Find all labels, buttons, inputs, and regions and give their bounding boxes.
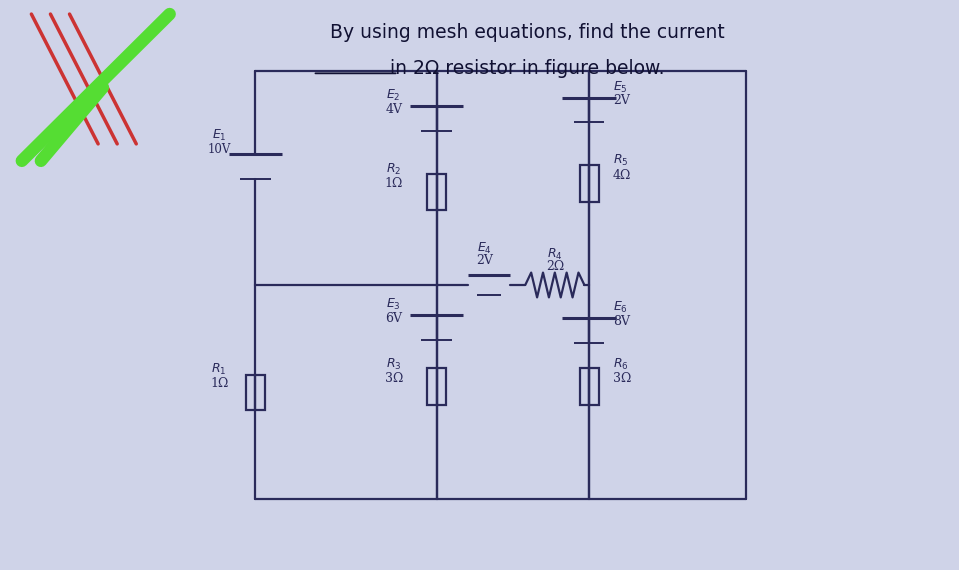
Text: 1Ω: 1Ω <box>210 377 228 390</box>
Text: $R_6$: $R_6$ <box>613 356 629 372</box>
Bar <box>427 173 446 210</box>
Text: $R_5$: $R_5$ <box>613 153 628 168</box>
Text: $E_2$: $E_2$ <box>386 88 401 104</box>
Text: By using mesh equations, find the current: By using mesh equations, find the curren… <box>330 23 725 42</box>
Text: 1Ω: 1Ω <box>385 177 403 190</box>
Text: $R_4$: $R_4$ <box>547 246 563 262</box>
Text: 10V: 10V <box>207 143 231 156</box>
Text: 4Ω: 4Ω <box>613 169 631 182</box>
Text: $R_2$: $R_2$ <box>386 162 401 177</box>
Bar <box>427 368 446 405</box>
Text: $E_1$: $E_1$ <box>212 128 226 143</box>
Text: 3Ω: 3Ω <box>385 372 403 385</box>
Text: in 2Ω resistor in figure below.: in 2Ω resistor in figure below. <box>390 59 665 78</box>
Text: $R_3$: $R_3$ <box>386 356 402 372</box>
Text: 8V: 8V <box>613 315 630 328</box>
Text: 3Ω: 3Ω <box>613 372 631 385</box>
Text: $R_1$: $R_1$ <box>212 362 227 377</box>
Bar <box>579 165 598 202</box>
Text: $E_4$: $E_4$ <box>477 241 492 256</box>
Text: $E_6$: $E_6$ <box>613 300 628 315</box>
Bar <box>579 368 598 405</box>
Text: 2Ω: 2Ω <box>546 260 564 273</box>
Text: 2V: 2V <box>613 95 630 108</box>
Bar <box>246 374 265 410</box>
Text: 6V: 6V <box>386 312 402 325</box>
Text: 2V: 2V <box>476 254 493 267</box>
Text: $E_5$: $E_5$ <box>613 80 628 95</box>
Text: $E_3$: $E_3$ <box>386 297 401 312</box>
Text: 4V: 4V <box>386 103 402 116</box>
